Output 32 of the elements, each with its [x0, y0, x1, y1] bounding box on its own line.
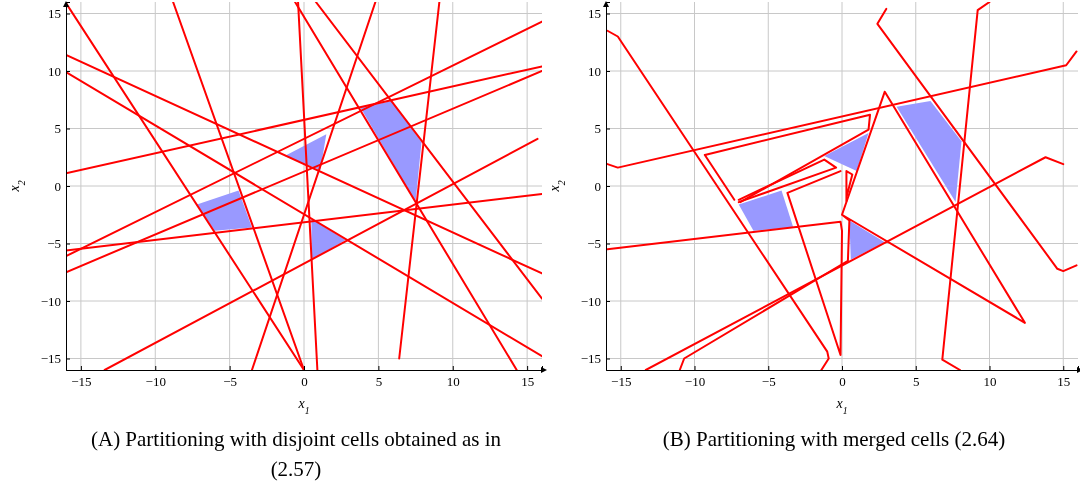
y-tick-label: 15: [588, 6, 601, 22]
y-tick-label: 0: [54, 178, 61, 194]
y-tick-label: 10: [48, 63, 61, 79]
x-tick-label: −15: [611, 374, 632, 390]
text: (A) Partitioning with disjoint cells obtained as in (2.57): [90, 427, 502, 481]
x-tick-label: −5: [761, 374, 776, 390]
y-tick-label: 5: [54, 121, 61, 137]
x-tick-label: 15: [521, 374, 535, 390]
text: (B) Partitioning with merged cells (2.64): [662, 427, 1006, 451]
x-tick-label: 0: [839, 374, 846, 390]
x-tick-label: −10: [145, 374, 166, 390]
x-tick-label: −10: [684, 374, 706, 390]
y-tick-label: −10: [580, 293, 601, 309]
y-tick-label: −15: [580, 351, 601, 367]
y-tick-label: 15: [48, 6, 61, 22]
x-axis-title: x$_{1}$: [835, 396, 848, 416]
x-tick-label: −15: [71, 374, 92, 390]
y-tick-label: −10: [40, 293, 61, 309]
x-tick-label: 5: [913, 374, 920, 390]
x-tick-label: 10: [446, 374, 460, 390]
y-tick-label: −5: [587, 236, 601, 252]
x-tick-label: 10: [983, 374, 997, 390]
x-tick-label: 0: [301, 374, 308, 390]
y-tick-label: −5: [47, 236, 61, 252]
x-tick-label: 5: [375, 374, 383, 390]
x-tick-label: 15: [1057, 374, 1071, 390]
y-tick-label: 10: [588, 63, 601, 79]
y-tick-label: 0: [594, 178, 601, 194]
y-tick-label: −15: [40, 351, 61, 367]
y-tick-label: 5: [594, 121, 601, 137]
x-tick-label: −5: [223, 374, 238, 390]
x-axis-title: x$_{1}$: [297, 396, 310, 416]
